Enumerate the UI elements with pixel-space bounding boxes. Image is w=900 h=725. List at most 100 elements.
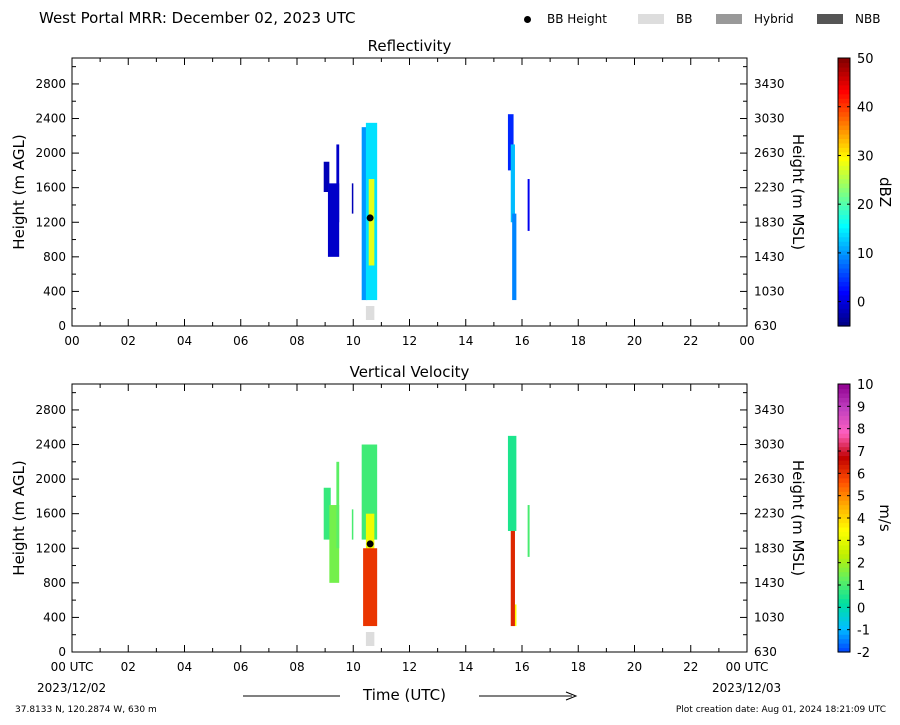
- colorbar-segment: [838, 102, 850, 108]
- colorbar-segment: [838, 232, 850, 238]
- colorbar-tick-label: 1: [857, 579, 865, 594]
- colorbar-segment: [838, 518, 850, 524]
- x-tick-label: 20: [627, 660, 642, 674]
- y2-tick-label: 630: [754, 645, 777, 659]
- x-tick-label: 18: [571, 334, 586, 348]
- y-tick-label: 2000: [35, 472, 66, 486]
- colorbar-segment: [838, 156, 850, 162]
- echo-cell: [507, 435, 517, 531]
- y-tick-label: 2400: [35, 112, 66, 126]
- plot-creation-date: Plot creation date: Aug 01, 2024 18:21:0…: [675, 705, 886, 715]
- colorbar-tick-label: 9: [857, 400, 865, 415]
- colorbar-segment: [838, 259, 850, 265]
- bb-classification-mark: [365, 306, 375, 320]
- colorbar-segment: [838, 294, 850, 300]
- echo-cell: [363, 548, 378, 627]
- colorbar-segment: [838, 120, 850, 126]
- colorbar-segment: [838, 562, 850, 568]
- colorbar-segment: [838, 272, 850, 278]
- colorbar-segment: [838, 276, 850, 282]
- colorbar-frame: [837, 57, 851, 327]
- swatch-icon: [638, 14, 664, 24]
- colorbar-segment: [838, 62, 850, 68]
- colorbar-segment: [838, 209, 850, 215]
- colorbar-segment: [838, 267, 850, 273]
- colorbar-segment: [838, 593, 850, 599]
- colorbar-label: dBZ: [876, 177, 894, 207]
- colorbar-segment: [838, 424, 850, 430]
- y-tick-label: 400: [43, 610, 66, 624]
- colorbar-segment: [838, 607, 850, 613]
- station-coordinates: 37.8133 N, 120.2874 W, 630 m: [15, 705, 157, 715]
- colorbar-segment: [838, 312, 850, 318]
- colorbar-segment: [838, 598, 850, 604]
- colorbar-segment: [838, 455, 850, 461]
- legend-label: NBB: [855, 12, 881, 26]
- panel-title: Reflectivity: [368, 37, 452, 55]
- colorbar-segment: [838, 620, 850, 626]
- colorbar-segment: [838, 522, 850, 528]
- echo-cell: [510, 530, 515, 627]
- echo-cell: [323, 487, 331, 540]
- colorbar-segment: [838, 236, 850, 242]
- colorbar-segment: [838, 388, 850, 394]
- x-tick-label: 18: [571, 660, 586, 674]
- colorbar-segment: [838, 196, 850, 202]
- bb-height-point: [366, 214, 374, 222]
- colorbar-tick-label: 50: [857, 52, 874, 67]
- colorbar-segment: [838, 138, 850, 144]
- y-tick-label: 800: [43, 250, 66, 264]
- colorbar-segment: [838, 415, 850, 421]
- legend-hybrid: Hybrid: [716, 12, 794, 26]
- y2-tick-label: 3030: [754, 438, 785, 452]
- colorbar-segment: [838, 321, 850, 327]
- x-tick-label: 00: [739, 334, 754, 348]
- colorbar-segment: [838, 464, 850, 470]
- y2-tick-label: 1030: [754, 610, 785, 624]
- colorbar-segment: [838, 116, 850, 122]
- swatch-icon: [817, 14, 843, 24]
- colorbar-segment: [838, 303, 850, 309]
- colorbar-segment: [838, 187, 850, 193]
- date-end-label: 2023/12/03: [712, 681, 782, 695]
- colorbar-segment: [838, 535, 850, 541]
- colorbar-segment: [838, 625, 850, 631]
- colorbar-segment: [838, 406, 850, 412]
- colorbar-segment: [838, 504, 850, 510]
- x-tick-label: 08: [289, 660, 304, 674]
- echo-cell: [365, 513, 375, 557]
- colorbar-tick-label: 7: [857, 445, 865, 460]
- x-tick-label: 06: [233, 660, 248, 674]
- x-tick-label: 00 UTC: [51, 660, 94, 674]
- echo-cell: [527, 179, 530, 231]
- colorbar-tick-label: 4: [857, 512, 865, 527]
- x-tick-label: 08: [289, 334, 304, 348]
- colorbar-segment: [838, 486, 850, 492]
- colorbar-tick-label: 6: [857, 467, 865, 482]
- echo-cell: [512, 213, 517, 301]
- colorbar-segment: [838, 317, 850, 323]
- y2-tick-label: 2630: [754, 146, 785, 160]
- colorbar-segment: [838, 410, 850, 416]
- colorbar-segment: [838, 634, 850, 640]
- colorbar-segment: [838, 223, 850, 229]
- colorbar-segment: [838, 107, 850, 113]
- colorbar-label: m/s: [876, 504, 894, 532]
- echo-cell: [323, 161, 330, 192]
- colorbar-segment: [838, 129, 850, 135]
- echo-cell: [510, 144, 515, 223]
- colorbar-segment: [838, 142, 850, 148]
- x-tick-label: 14: [458, 660, 473, 674]
- colorbar-segment: [838, 629, 850, 635]
- y2-tick-label: 2230: [754, 507, 785, 521]
- y2-tick-label: 1430: [754, 576, 785, 590]
- y2-tick-label: 2230: [754, 181, 785, 195]
- legend-label: BB: [676, 12, 693, 26]
- colorbar-segment: [838, 647, 850, 653]
- y2-tick-label: 1030: [754, 284, 785, 298]
- x-tick-label: 02: [121, 660, 136, 674]
- colorbar-segment: [838, 98, 850, 104]
- colorbar-segment: [838, 71, 850, 77]
- colorbar-segment: [838, 459, 850, 465]
- colorbar-tick-label: 10: [857, 247, 874, 262]
